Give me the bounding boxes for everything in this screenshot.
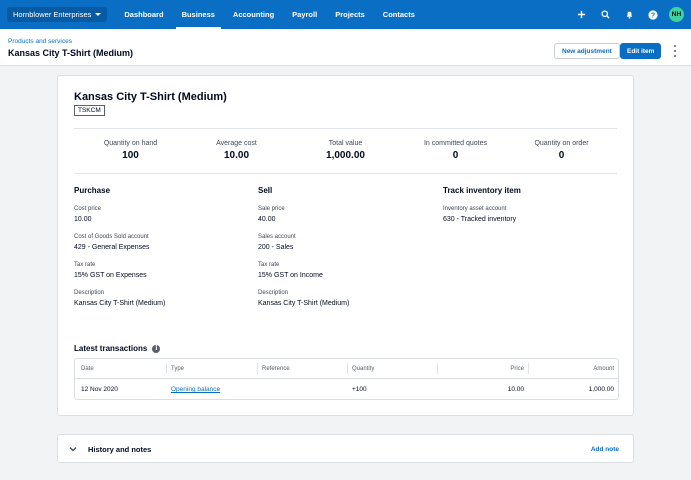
field-value: Kansas City T-Shirt (Medium) [74,300,166,307]
field-label: Inventory asset account [443,206,507,212]
field-tax-rate: Tax rate 15% GST on Income [258,262,349,279]
table-header: Date Type Reference Quantity Price Amoun… [75,359,618,379]
track-inventory-section: Track inventory item Inventory asset acc… [443,186,521,234]
page-header: Products and services Kansas City T-Shir… [0,29,691,66]
more-options-icon[interactable] [671,45,679,57]
cell-amount: 1,000.00 [588,386,614,393]
column-header-amount: Amount [593,365,614,372]
help-icon[interactable]: ? [641,0,665,29]
purchase-section: Purchase Cost price 10.00 Cost of Goods … [74,186,165,318]
column-header-quantity: Quantity [352,365,375,372]
transactions-heading: Latest transactions i [74,344,161,353]
column-header-reference: Reference [262,365,290,372]
page-title: Kansas City T-Shirt (Medium) [8,48,134,58]
field-label: Cost price [74,206,102,212]
field-value: 630 - Tracked inventory [443,216,517,223]
field-tax-rate: Tax rate 15% GST on Expenses [74,262,165,279]
field-label: Sale price [258,206,285,212]
nav-contacts[interactable]: Contacts [382,10,415,19]
field-cost-price: Cost price 10.00 [74,206,165,223]
transactions-title: Latest transactions [74,344,148,353]
transactions-table: Date Type Reference Quantity Price Amoun… [74,358,619,400]
item-card: Kansas City T-Shirt (Medium) TSKCM Quant… [57,75,634,416]
field-value: 429 - General Expenses [74,244,150,251]
section-heading: Track inventory item [443,186,521,195]
stat-value: 0 [558,150,565,161]
search-icon[interactable] [593,0,617,29]
item-name: Kansas City T-Shirt (Medium) [74,91,227,103]
stat-value: 100 [122,150,139,161]
field-label: Description [258,290,289,296]
cell-date: 12 Nov 2020 [81,386,118,393]
field-inventory-asset-account: Inventory asset account 630 - Tracked in… [443,206,521,223]
sell-section: Sell Sale price 40.00 Sales account 200 … [258,186,349,318]
stat-label: In committed quotes [423,140,488,147]
add-note-button[interactable]: Add note [590,446,619,453]
field-sale-price: Sale price 40.00 [258,206,349,223]
stat-average-cost: Average cost 10.00 [179,140,294,161]
cell-type-link[interactable]: Opening balance [171,386,221,393]
stat-label: Quantity on order [534,140,589,147]
chevron-down-icon[interactable] [68,444,77,453]
field-cogs-account: Cost of Goods Sold account 429 - General… [74,234,165,251]
avatar[interactable]: NH [669,7,684,22]
divider [74,128,617,129]
stat-value: 10.00 [223,150,250,161]
breadcrumb[interactable]: Products and services [8,38,72,45]
stat-value: 1,000.00 [326,150,365,161]
field-label: Tax rate [258,262,280,268]
field-description: Description Kansas City T-Shirt (Medium) [258,290,349,307]
org-name: Hornblower Enterprises [13,10,92,19]
section-heading: Sell [258,186,273,195]
nav-dashboard[interactable]: Dashboard [124,10,164,19]
caret-down-icon [95,13,102,16]
info-icon[interactable]: i [152,344,161,353]
plus-icon[interactable] [569,0,593,29]
field-sales-account: Sales account 200 - Sales [258,234,349,251]
stat-label: Average cost [216,140,257,147]
field-value: 15% GST on Income [258,272,323,279]
history-title[interactable]: History and notes [88,445,152,454]
stat-value: 0 [452,150,459,161]
field-value: 15% GST on Expenses [74,272,147,279]
field-value: 40.00 [258,216,276,223]
field-value: 200 - Sales [258,244,294,251]
stat-label: Total value [328,140,363,147]
nav-payroll[interactable]: Payroll [292,10,318,19]
cell-price: 10.00 [507,386,524,393]
field-value: Kansas City T-Shirt (Medium) [258,300,350,307]
divider [74,173,617,174]
main-menu: Dashboard Business Accounting Payroll Pr… [115,0,424,29]
column-header-date: Date [81,365,94,372]
svg-text:?: ? [651,12,655,19]
new-adjustment-button[interactable]: New adjustment [554,43,620,59]
field-label: Description [74,290,105,296]
stat-label: Quantity on hand [103,140,158,147]
nav-projects[interactable]: Projects [335,10,365,19]
item-code-badge: TSKCM [74,105,105,116]
field-label: Sales account [258,234,296,240]
field-value: 10.00 [74,216,92,223]
nav-accounting[interactable]: Accounting [232,10,275,19]
cell-quantity: +100 [352,386,367,393]
field-description: Description Kansas City T-Shirt (Medium) [74,290,165,307]
column-header-price: Price [510,365,524,372]
section-heading: Purchase [74,186,111,195]
stat-total-value: Total value 1,000.00 [288,140,403,161]
org-switcher[interactable]: Hornblower Enterprises [7,7,108,22]
table-row: 12 Nov 2020 Opening balance +100 10.00 1… [75,379,618,400]
stat-quantity-on-hand: Quantity on hand 100 [73,140,188,161]
stat-quantity-on-order: Quantity on order 0 [504,140,619,161]
field-label: Tax rate [74,262,96,268]
nav-business[interactable]: Business [173,0,224,29]
history-notes-panel: History and notes Add note [57,434,634,463]
column-header-type: Type [171,365,185,372]
field-label: Cost of Goods Sold account [74,234,149,240]
nav-actions: ? NH [569,0,684,29]
edit-item-button[interactable]: Edit item [620,43,662,59]
stat-committed-quotes: In committed quotes 0 [398,140,513,161]
top-nav: Hornblower Enterprises Dashboard Busines… [0,0,691,29]
bell-icon[interactable] [617,0,641,29]
